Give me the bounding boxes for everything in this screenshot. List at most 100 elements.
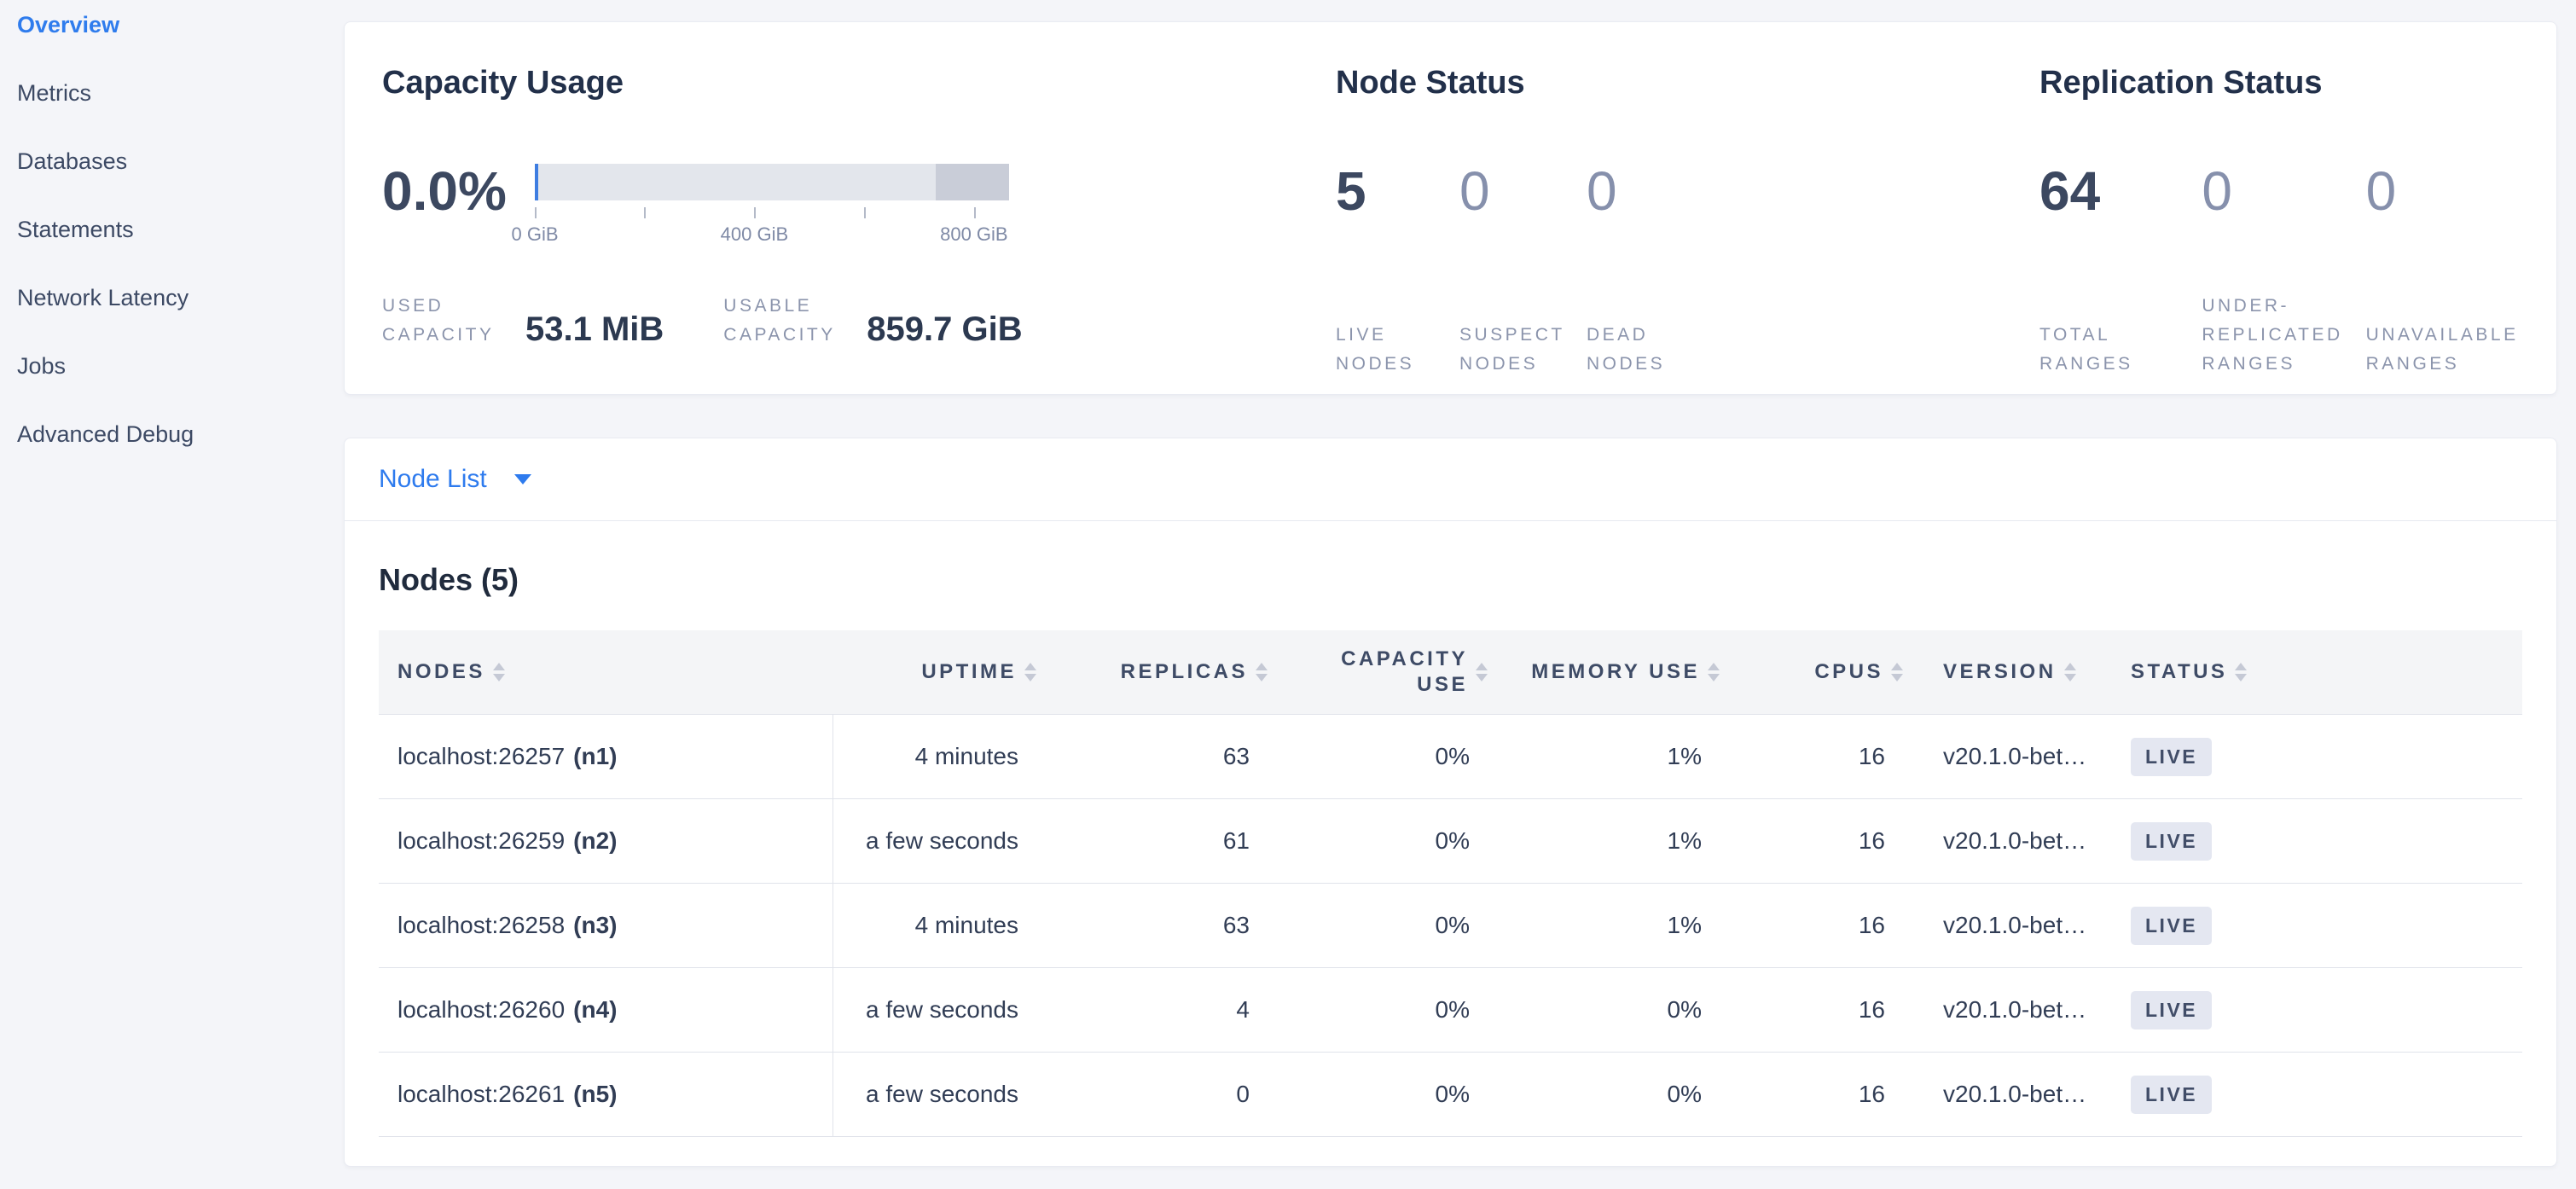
sidebar-item-statements[interactable]: Statements xyxy=(17,217,134,242)
memory-use-cell: 1% xyxy=(1667,743,1702,769)
column-header-label: CPUS xyxy=(1814,660,1883,683)
replicas-cell: 63 xyxy=(1222,743,1250,769)
suspect-nodes-label: SUSPECT NODES xyxy=(1459,321,1587,379)
version-cell: v20.1.0-bet… xyxy=(1943,1081,2087,1107)
live-nodes-value: 5 xyxy=(1336,160,1366,222)
gauge-tick xyxy=(863,207,866,218)
node-address-cell[interactable]: localhost:26261 (n5) xyxy=(379,1053,833,1136)
table-row[interactable]: localhost:26257 (n1) 4 minutes 63 0% 1% 1… xyxy=(379,715,2522,799)
unavailable-ranges-value: 0 xyxy=(2365,160,2397,222)
capacity-gauge-other-usage xyxy=(935,164,1009,200)
live-nodes-stat: 5 LIVE NODES xyxy=(1336,164,1459,379)
capacity-gauge-used-marker xyxy=(535,164,538,200)
replication-status-section: Replication Status 64 TOTAL RANGES 0 UND… xyxy=(2039,63,2526,379)
used-capacity-stat: USED CAPACITY 53.1 MiB xyxy=(382,292,664,350)
label-line: USABLE xyxy=(723,296,813,316)
column-header-replicas[interactable]: REPLICAS xyxy=(1057,630,1288,714)
status-badge: LIVE xyxy=(2131,821,2213,861)
gauge-tick xyxy=(754,207,757,218)
gauge-tick-label: 800 GiB xyxy=(940,223,1008,245)
under-replicated-ranges-label: UNDER- REPLICATED RANGES xyxy=(2202,292,2365,379)
capacity-usage-title: Capacity Usage xyxy=(382,65,624,101)
label-line: TOTAL xyxy=(2039,325,2111,345)
usable-capacity-value: 859.7 GiB xyxy=(867,310,1023,348)
column-header-label: STATUS xyxy=(2131,660,2228,683)
table-row[interactable]: localhost:26258 (n3) 4 minutes 63 0% 1% 1… xyxy=(379,884,2522,968)
column-header-version[interactable]: VERSION xyxy=(1923,630,2114,714)
gauge-tick xyxy=(535,207,537,218)
column-header-cpus[interactable]: CPUS xyxy=(1740,630,1923,714)
node-address-cell[interactable]: localhost:26257 (n1) xyxy=(379,715,833,798)
node-address-cell[interactable]: localhost:26260 (n4) xyxy=(379,968,833,1052)
node-address: localhost:26258 xyxy=(397,912,566,938)
sort-icon xyxy=(2063,663,2076,682)
node-id: (n2) xyxy=(573,827,618,854)
dead-nodes-value: 0 xyxy=(1587,160,1617,222)
capacity-use-cell: 0% xyxy=(1435,827,1470,854)
unavailable-ranges-stat: 0 UNAVAILABLE RANGES xyxy=(2366,164,2526,379)
suspect-nodes-value: 0 xyxy=(1459,160,1490,222)
gauge-tick-label: 400 GiB xyxy=(720,223,789,245)
node-id: (n3) xyxy=(573,912,618,938)
memory-use-cell: 1% xyxy=(1667,827,1702,854)
status-cell: LIVE xyxy=(2114,1053,2524,1136)
replicas-cell: 61 xyxy=(1222,827,1250,854)
sidebar-item-databases[interactable]: Databases xyxy=(17,148,128,174)
dead-nodes-stat: 0 DEAD NODES xyxy=(1587,164,1732,379)
version-cell: v20.1.0-bet… xyxy=(1943,912,2087,938)
sidebar: Overview Metrics Databases Statements Ne… xyxy=(0,0,344,1189)
nodes-table-header: NODES UPTIME REPLICAS CAPACITY USE MEMOR… xyxy=(379,630,2522,715)
sidebar-item-jobs[interactable]: Jobs xyxy=(17,353,67,379)
unavailable-ranges-label: UNAVAILABLE RANGES xyxy=(2366,321,2526,379)
replicas-cell: 4 xyxy=(1236,996,1250,1023)
sort-icon xyxy=(1256,663,1268,682)
column-header-status[interactable]: STATUS xyxy=(2114,630,2524,714)
table-row[interactable]: localhost:26261 (n5) a few seconds 0 0% 0… xyxy=(379,1053,2522,1137)
cpus-cell: 16 xyxy=(1858,1081,1885,1107)
status-badge: LIVE xyxy=(2131,990,2213,1030)
label-line: CAPACITY xyxy=(382,325,495,345)
uptime-cell: 4 minutes xyxy=(914,743,1018,769)
table-row[interactable]: localhost:26259 (n2) a few seconds 61 0% … xyxy=(379,799,2522,884)
usable-capacity-stat: USABLE CAPACITY 859.7 GiB xyxy=(723,292,1022,350)
column-header-label: VERSION xyxy=(1943,660,2057,683)
column-header-nodes[interactable]: NODES xyxy=(379,630,833,714)
nodes-table: NODES UPTIME REPLICAS CAPACITY USE MEMOR… xyxy=(379,630,2522,1137)
cluster-summary-card: Capacity Usage 0.0% 0 GiB 400 GiB 800 Gi… xyxy=(344,21,2557,395)
label-line: NODES xyxy=(1587,354,1666,374)
sort-icon xyxy=(1891,663,1903,682)
column-header-uptime[interactable]: UPTIME xyxy=(833,630,1057,714)
column-header-capacity-use[interactable]: CAPACITY USE xyxy=(1288,630,1508,714)
table-row[interactable]: localhost:26260 (n4) a few seconds 4 0% 0… xyxy=(379,968,2522,1053)
sidebar-item-advanced-debug[interactable]: Advanced Debug xyxy=(17,421,194,447)
node-address-cell[interactable]: localhost:26259 (n2) xyxy=(379,799,833,883)
live-nodes-label: LIVE NODES xyxy=(1336,321,1459,379)
label-line: SUSPECT xyxy=(1459,325,1565,345)
label-line: CAPACITY xyxy=(723,325,836,345)
node-status-title: Node Status xyxy=(1336,65,1525,101)
replicas-cell: 0 xyxy=(1236,1081,1250,1107)
replicas-cell: 63 xyxy=(1222,912,1250,938)
uptime-cell: a few seconds xyxy=(866,827,1018,854)
capacity-use-cell: 0% xyxy=(1435,912,1470,938)
node-id: (n1) xyxy=(573,743,618,769)
label-line: UNDER- xyxy=(2202,296,2289,316)
usable-capacity-label: USABLE CAPACITY xyxy=(723,292,851,350)
sidebar-item-overview[interactable]: Overview xyxy=(17,12,120,38)
node-status-section: Node Status 5 LIVE NODES 0 SUSPECT NODES… xyxy=(1336,63,2018,379)
label-line: RANGES xyxy=(2365,354,2460,374)
cpus-cell: 16 xyxy=(1858,996,1885,1023)
node-address: localhost:26260 xyxy=(397,996,566,1023)
uptime-cell: a few seconds xyxy=(866,996,1018,1023)
sidebar-item-metrics[interactable]: Metrics xyxy=(17,80,91,106)
column-header-memory-use[interactable]: MEMORY USE xyxy=(1508,630,1740,714)
gauge-tick-label: 0 GiB xyxy=(511,223,559,245)
sidebar-item-network-latency[interactable]: Network Latency xyxy=(17,285,189,310)
label-line: UNAVAILABLE xyxy=(2365,325,2519,345)
node-address-cell[interactable]: localhost:26258 (n3) xyxy=(379,884,833,967)
column-header-label: CAPACITY USE xyxy=(1341,647,1468,696)
label-line: LIVE xyxy=(1336,325,1387,345)
status-cell: LIVE xyxy=(2114,968,2524,1052)
label-line: USED xyxy=(382,296,444,316)
node-list-dropdown[interactable]: Node List xyxy=(345,438,2556,521)
